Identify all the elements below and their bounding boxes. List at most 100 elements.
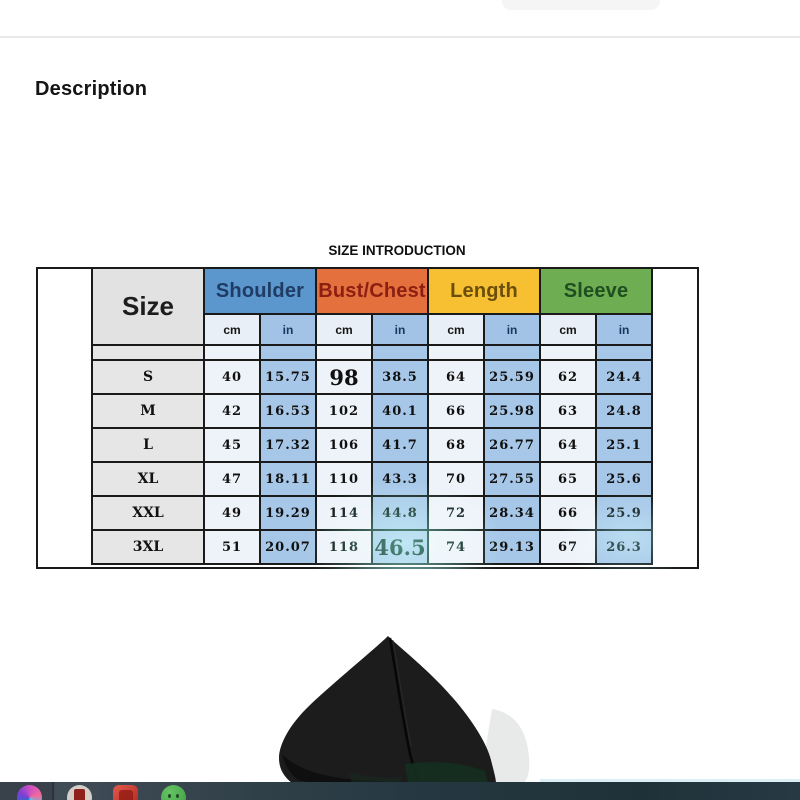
measurement-cell: 42	[203, 393, 261, 429]
column-header-length: Length	[427, 267, 542, 315]
measurement-cell: 72	[427, 495, 486, 531]
size-chart-frame: Size Shoulder Bust/Chest Length Sleeve cm in cm…	[36, 267, 699, 569]
taskbar	[0, 782, 800, 800]
measurement-cell: 40.1	[370, 393, 430, 429]
measurement-cell: 25.6	[595, 461, 654, 497]
section-divider	[0, 36, 800, 38]
measurement-cell: 66	[427, 393, 486, 429]
measurement-cell: 16.53	[259, 393, 317, 429]
spacer-cell	[259, 344, 317, 361]
spacer-cell	[91, 344, 205, 361]
measurement-cell: 25.59	[483, 359, 542, 395]
measurement-cell: 24.4	[595, 359, 654, 395]
top-scroll-remnant	[502, 0, 660, 10]
measurement-cell: 64	[539, 427, 598, 463]
size-label-cell: M	[91, 393, 205, 429]
measurement-cell: 43.3	[370, 461, 430, 497]
measurement-cell: 25.98	[483, 393, 542, 429]
measurement-cell: 98	[315, 359, 373, 395]
unit-header-in: in	[370, 313, 430, 346]
hood-seam-highlight	[392, 639, 412, 747]
green-messenger-app-icon[interactable]	[161, 785, 186, 800]
measurement-cell: 45	[203, 427, 261, 463]
unit-header-in: in	[483, 313, 542, 346]
spacer-cell	[539, 344, 598, 361]
measurement-cell: 17.32	[259, 427, 317, 463]
measurement-cell: 49	[203, 495, 261, 531]
table-row: L 45 17.32 106 41.7 68 26.77 64 25.1	[91, 427, 654, 463]
unit-header-cm: cm	[315, 313, 373, 346]
unit-header-cm: cm	[539, 313, 598, 346]
measurement-cell: 44.8	[370, 495, 430, 531]
spacer-cell	[203, 344, 261, 361]
measurement-cell: 38.5	[370, 359, 430, 395]
measurement-cell: 62	[539, 359, 598, 395]
measurement-cell: 74	[427, 529, 486, 565]
measurement-cell: 66	[539, 495, 598, 531]
spacer-cell	[483, 344, 542, 361]
measurement-cell: 25.1	[595, 427, 654, 463]
table-row: XL 47 18.11 110 43.3 70 27.55 65 25.6	[91, 461, 654, 497]
measurement-cell: 102	[315, 393, 373, 429]
spacer-cell	[427, 344, 486, 361]
product-image-hoodie	[279, 636, 530, 783]
measurement-cell: 46.5	[370, 529, 430, 565]
unit-header-in: in	[259, 313, 317, 346]
table-row: M 42 16.53 102 40.1 66 25.98 63 24.8	[91, 393, 654, 429]
column-header-shoulder: Shoulder	[203, 267, 317, 315]
table-row: 3XL 51 20.07 118 46.5 74 29.13 67 26.3	[91, 529, 654, 565]
measurement-cell: 106	[315, 427, 373, 463]
hood-bottom-shadow	[282, 754, 390, 783]
size-label-cell: S	[91, 359, 205, 395]
measurement-cell: 64	[427, 359, 486, 395]
measurement-cell: 29.13	[483, 529, 542, 565]
measurement-cell: 24.8	[595, 393, 654, 429]
size-label-cell: 3XL	[91, 529, 205, 565]
measurement-cell: 28.34	[483, 495, 542, 531]
size-chart-table: Size Shoulder Bust/Chest Length Sleeve cm in cm…	[91, 267, 654, 565]
unit-header-in: in	[595, 313, 654, 346]
column-header-size: Size	[91, 267, 205, 346]
measurement-cell: 63	[539, 393, 598, 429]
measurement-cell: 26.3	[595, 529, 654, 565]
dark-green-shadow	[348, 772, 402, 783]
description-heading: Description	[35, 78, 148, 100]
column-header-bust-chest: Bust/Chest	[314, 267, 430, 315]
table-row: S 40 15.75 98 38.5 64 25.59 62 24.4	[91, 359, 654, 395]
measurement-cell: 118	[315, 529, 373, 565]
unit-header-cm: cm	[427, 313, 486, 346]
hood-shape	[279, 636, 496, 783]
size-label-cell: XXL	[91, 495, 205, 531]
red-square-app-icon[interactable]	[113, 785, 138, 800]
measurement-cell: 51	[203, 529, 261, 565]
measurement-cell: 114	[315, 495, 373, 531]
measurement-cell: 15.75	[259, 359, 317, 395]
size-label-cell: XL	[91, 461, 205, 497]
size-label-cell: L	[91, 427, 205, 463]
measurement-cell: 40	[203, 359, 261, 395]
measurement-cell: 20.07	[259, 529, 317, 565]
measurement-cell: 18.11	[259, 461, 317, 497]
measurement-cell: 19.29	[259, 495, 317, 531]
dark-green-shadow	[405, 762, 488, 783]
taskbar-divider	[52, 782, 54, 800]
measurement-cell: 47	[203, 461, 261, 497]
spacer-cell	[370, 344, 430, 361]
colorful-sphere-app-icon[interactable]	[17, 785, 42, 800]
measurement-cell: 110	[315, 461, 373, 497]
measurement-cell: 67	[539, 529, 598, 565]
unit-header-cm: cm	[203, 313, 261, 346]
measurement-cell: 25.9	[595, 495, 654, 531]
measurement-cell: 26.77	[483, 427, 542, 463]
measurement-cell: 65	[539, 461, 598, 497]
red-book-app-icon[interactable]	[67, 785, 92, 800]
measurement-cell: 41.7	[370, 427, 430, 463]
column-header-sleeve: Sleeve	[539, 267, 654, 315]
photo-background-shadow	[480, 709, 530, 783]
measurement-cell: 68	[427, 427, 486, 463]
content-bottom-edge	[540, 779, 800, 782]
measurement-cell: 27.55	[483, 461, 542, 497]
measurement-cell: 70	[427, 461, 486, 497]
size-chart-title: SIZE INTRODUCTION	[328, 243, 466, 258]
